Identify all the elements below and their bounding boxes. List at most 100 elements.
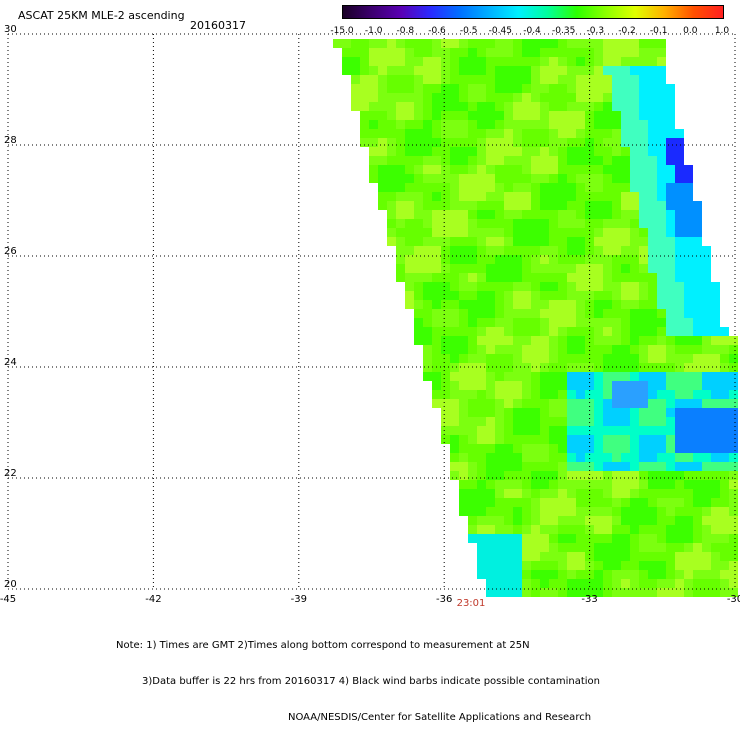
swath-cell xyxy=(369,129,378,138)
swath-cell xyxy=(594,453,603,462)
swath-cell xyxy=(594,255,603,264)
swath-cell xyxy=(387,210,396,219)
swath-cell xyxy=(522,111,531,120)
swath-cell xyxy=(657,156,666,165)
swath-cell xyxy=(684,345,693,354)
swath-cell xyxy=(711,507,720,516)
swath-cell xyxy=(495,534,504,543)
lon-tick-label: -39 xyxy=(291,594,307,605)
swath-cell xyxy=(441,66,450,75)
swath-cell xyxy=(639,219,648,228)
swath-cell xyxy=(693,219,702,228)
swath-cell xyxy=(369,57,378,66)
swath-cell xyxy=(639,336,648,345)
swath-cell xyxy=(729,336,738,345)
swath-cell xyxy=(495,462,504,471)
swath-cell xyxy=(648,372,657,381)
swath-cell xyxy=(549,363,558,372)
swath-cell xyxy=(549,210,558,219)
swath-cell xyxy=(423,318,432,327)
swath-cell xyxy=(531,462,540,471)
swath-cell xyxy=(630,309,639,318)
swath-cell xyxy=(657,471,666,480)
swath-cell xyxy=(594,408,603,417)
swath-cell xyxy=(522,57,531,66)
swath-cell xyxy=(657,192,666,201)
swath-cell xyxy=(603,273,612,282)
swath-cell xyxy=(630,345,639,354)
swath-cell xyxy=(576,165,585,174)
colorbar-label: -0.3 xyxy=(586,26,605,36)
swath-cell xyxy=(387,75,396,84)
swath-cell xyxy=(648,579,657,588)
swath-cell xyxy=(387,102,396,111)
swath-cell xyxy=(675,408,684,417)
swath-cell xyxy=(702,363,711,372)
swath-cell xyxy=(432,66,441,75)
swath-cell xyxy=(711,552,720,561)
swath-cell xyxy=(684,471,693,480)
swath-cell xyxy=(414,282,423,291)
swath-cell xyxy=(522,237,531,246)
swath-cell xyxy=(522,264,531,273)
swath-cell xyxy=(459,255,468,264)
swath-cell xyxy=(702,399,711,408)
swath-cell xyxy=(477,498,486,507)
swath-cell xyxy=(351,75,360,84)
swath-cell xyxy=(567,381,576,390)
swath-cell xyxy=(423,57,432,66)
swath-cell xyxy=(513,111,522,120)
swath-cell xyxy=(621,525,630,534)
swath-cell xyxy=(468,453,477,462)
swath-cell xyxy=(657,561,666,570)
swath-cell xyxy=(531,534,540,543)
swath-cell xyxy=(441,165,450,174)
swath-cell xyxy=(450,471,459,480)
swath-cell xyxy=(513,201,522,210)
swath-cell xyxy=(621,543,630,552)
swath-cell xyxy=(423,264,432,273)
swath-cell xyxy=(378,66,387,75)
swath-cell xyxy=(459,264,468,273)
swath-cell xyxy=(720,579,729,588)
swath-cell xyxy=(567,120,576,129)
swath-cell xyxy=(423,327,432,336)
swath-cell xyxy=(558,417,567,426)
swath-cell xyxy=(702,570,711,579)
swath-cell xyxy=(585,165,594,174)
swath-cell xyxy=(531,480,540,489)
swath-cell xyxy=(477,120,486,129)
swath-cell xyxy=(378,84,387,93)
swath-cell xyxy=(522,93,531,102)
swath-cell xyxy=(729,390,738,399)
swath-cell xyxy=(675,516,684,525)
swath-cell xyxy=(594,381,603,390)
swath-cell xyxy=(495,363,504,372)
swath-cell xyxy=(405,66,414,75)
swath-cell xyxy=(702,273,711,282)
swath-cell xyxy=(702,417,711,426)
swath-cell xyxy=(684,273,693,282)
swath-cell xyxy=(657,165,666,174)
swath-cell xyxy=(477,282,486,291)
swath-cell xyxy=(558,426,567,435)
swath-cell xyxy=(666,156,675,165)
swath-cell xyxy=(639,588,648,597)
swath-cell xyxy=(495,525,504,534)
swath-cell xyxy=(702,534,711,543)
swath-cell xyxy=(531,327,540,336)
colorbar-label: -0.1 xyxy=(649,26,668,36)
swath-cell xyxy=(684,282,693,291)
swath-cell xyxy=(486,363,495,372)
swath-cell xyxy=(720,480,729,489)
swath-cell xyxy=(450,102,459,111)
swath-cell xyxy=(639,183,648,192)
swath-cell xyxy=(504,174,513,183)
swath-cell xyxy=(522,588,531,597)
swath-cell xyxy=(720,588,729,597)
swath-cell xyxy=(504,57,513,66)
swath-cell xyxy=(441,138,450,147)
swath-cell xyxy=(522,435,531,444)
swath-cell xyxy=(585,381,594,390)
swath-cell xyxy=(549,570,558,579)
